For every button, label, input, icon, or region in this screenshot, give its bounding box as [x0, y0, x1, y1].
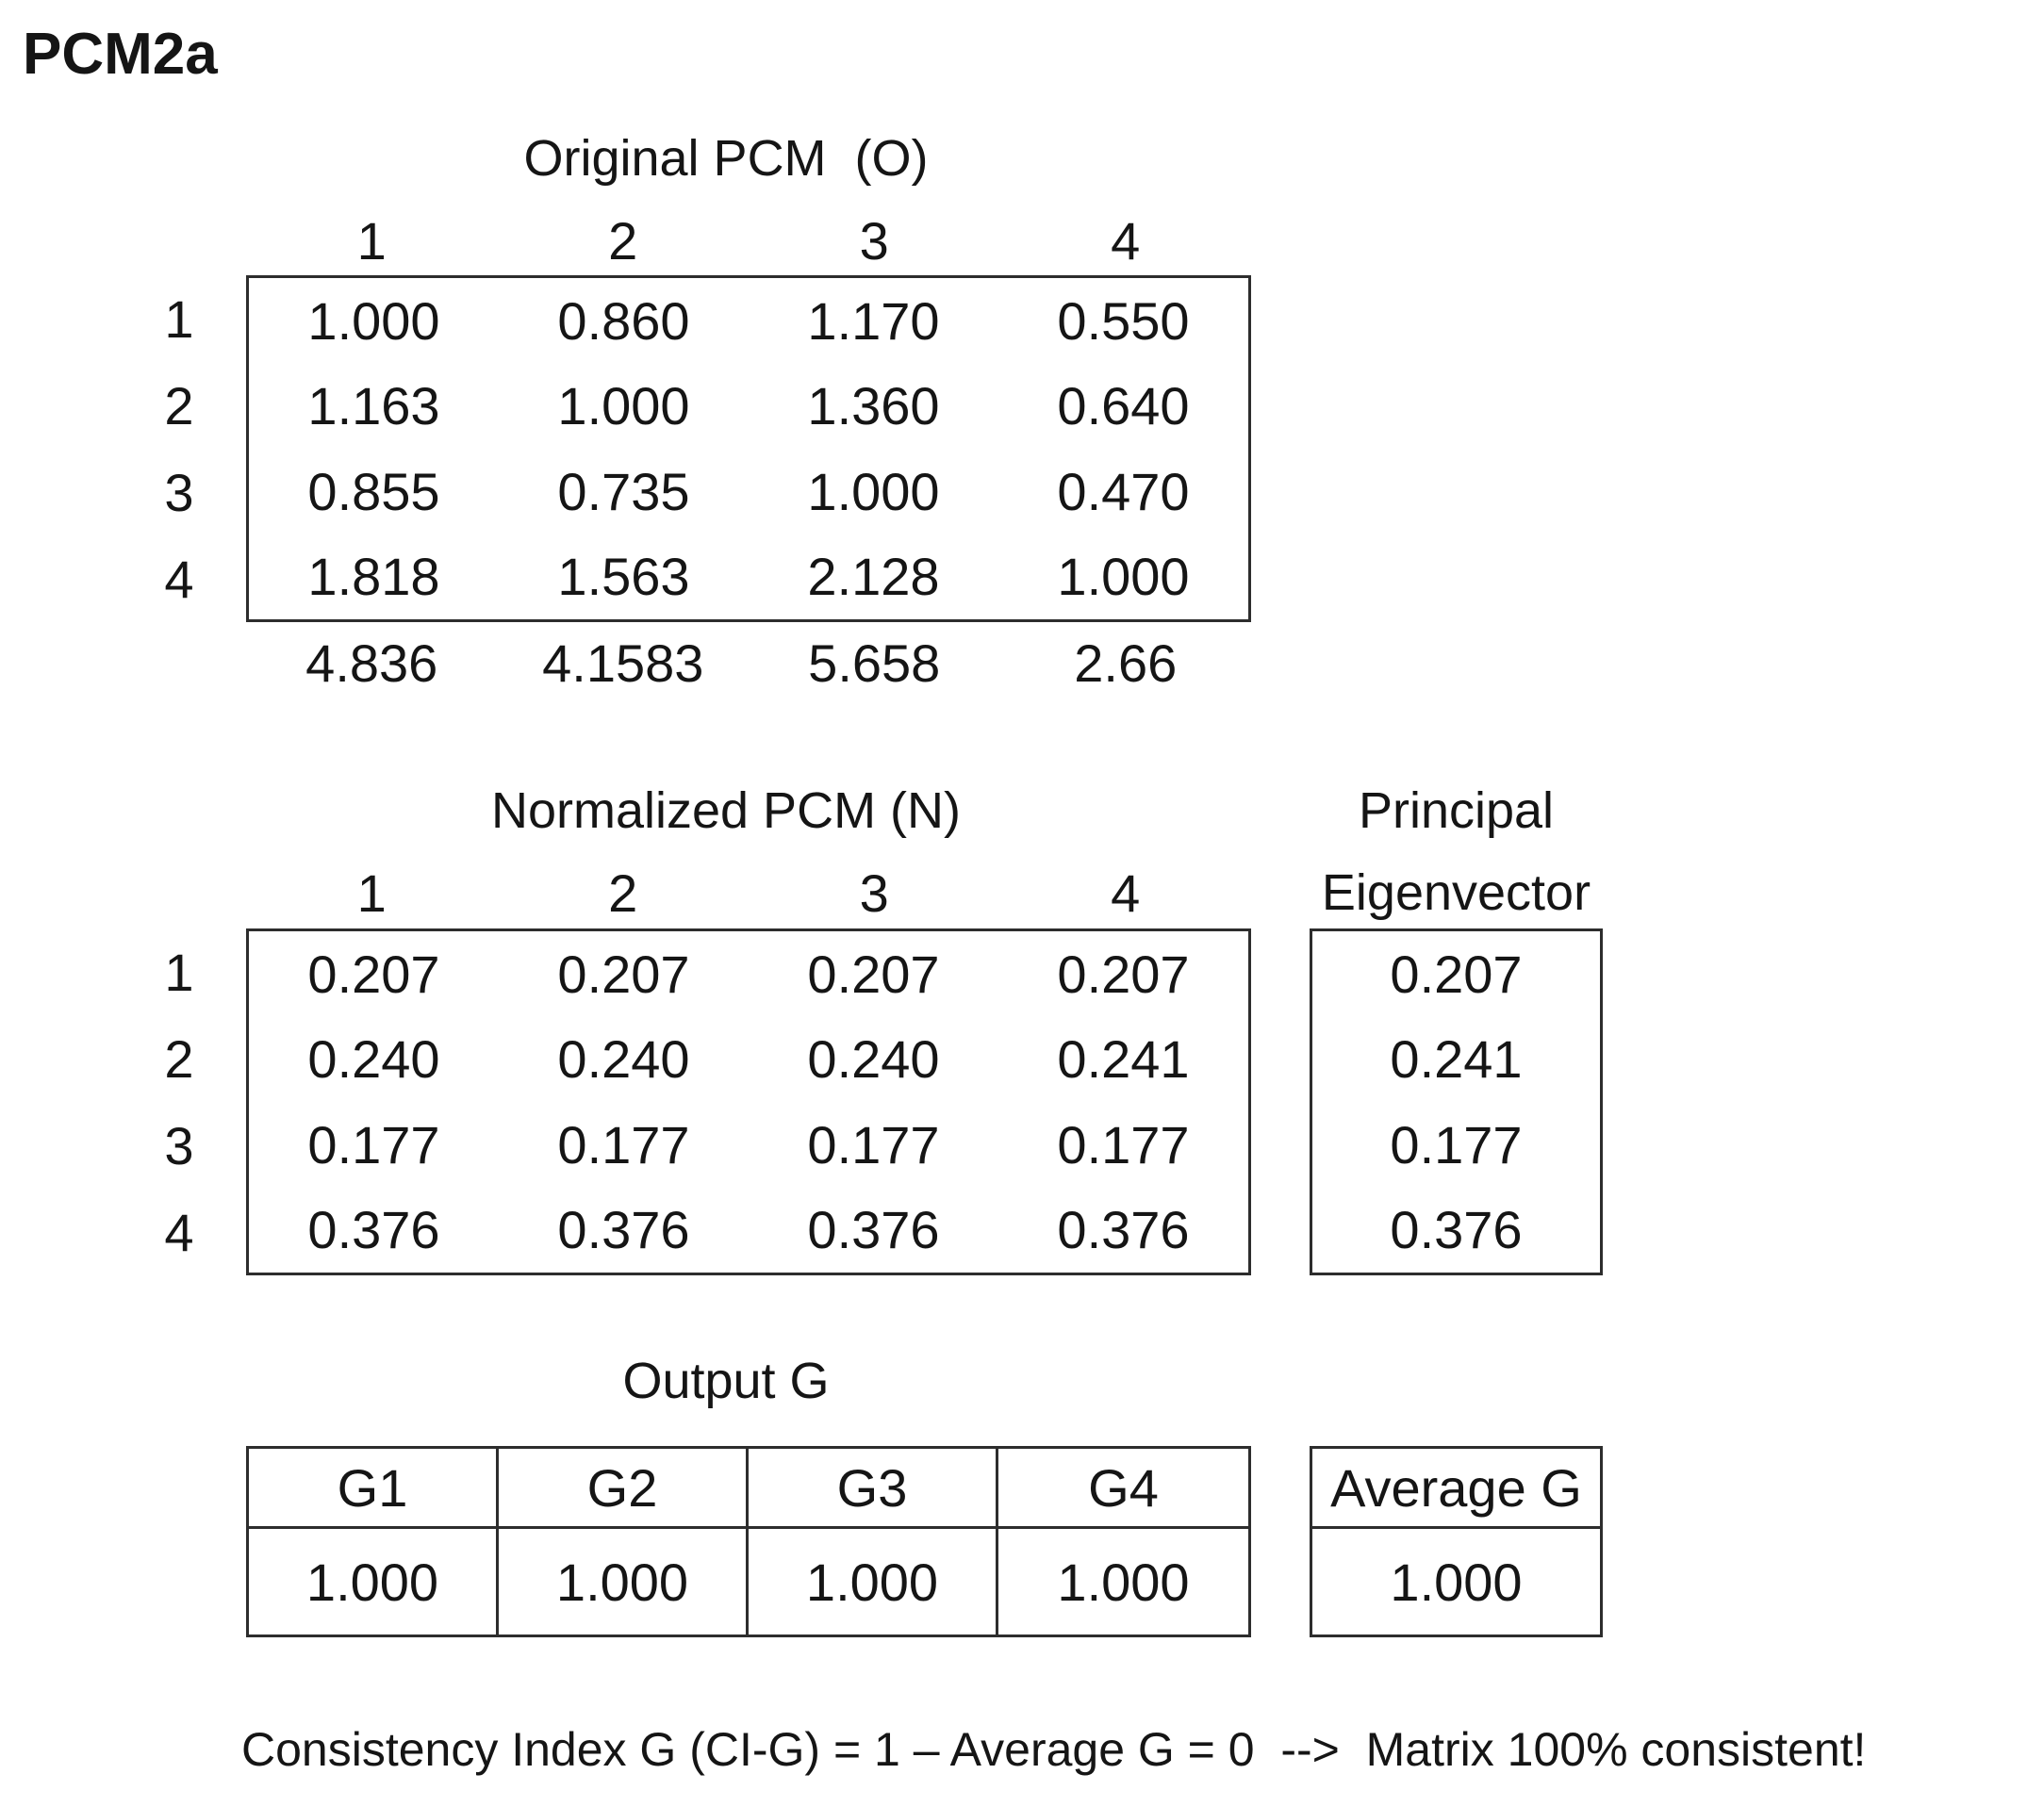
- eigenvector-value: 0.241: [1390, 1029, 1523, 1090]
- original-pcm-heading: Original PCM (O): [523, 130, 929, 187]
- matrix-cell: 2.128: [807, 547, 940, 607]
- principal-eigenvector-heading-line2: Eigenvector: [1321, 864, 1591, 921]
- row-header: 3: [164, 462, 194, 522]
- matrix-cell: 0.177: [807, 1114, 940, 1175]
- matrix-cell: 0.207: [307, 944, 440, 1004]
- matrix-cell: 0.207: [807, 944, 940, 1004]
- original-pcm-row-headers: 1 2 3 4: [132, 275, 226, 622]
- row-header: 4: [164, 1202, 194, 1262]
- average-g-header: Average G: [1312, 1449, 1600, 1529]
- matrix-cell: 0.207: [1057, 944, 1190, 1004]
- original-pcm-matrix: 1.000 0.860 1.170 0.550 1.163 1.000 1.36…: [246, 275, 1251, 622]
- column-header: 3: [859, 210, 889, 271]
- matrix-cell: 0.241: [1057, 1029, 1190, 1090]
- column-header: 1: [356, 210, 387, 271]
- column-header: G3: [749, 1449, 998, 1529]
- table-cell: 1.000: [1057, 1552, 1190, 1612]
- matrix-cell: 1.360: [807, 376, 940, 436]
- column-header: 4: [1111, 210, 1141, 271]
- normalized-pcm-matrix: 0.207 0.207 0.207 0.207 0.240 0.240 0.24…: [246, 928, 1251, 1275]
- column-sum: 4.836: [305, 632, 438, 693]
- eigenvector-value: 0.207: [1390, 944, 1523, 1004]
- consistency-index-note: Consistency Index G (CI-G) = 1 – Average…: [241, 1723, 1867, 1776]
- matrix-cell: 0.735: [557, 461, 690, 521]
- original-pcm-column-headers: 1 2 3 4: [246, 209, 1251, 271]
- column-sum: 2.66: [1074, 632, 1178, 693]
- column-header: G4: [998, 1449, 1248, 1529]
- column-header: G1: [249, 1449, 499, 1529]
- matrix-cell: 0.240: [557, 1029, 690, 1090]
- normalized-pcm-row-headers: 1 2 3 4: [132, 928, 226, 1275]
- matrix-cell: 0.376: [1057, 1200, 1190, 1260]
- principal-eigenvector-box: 0.207 0.241 0.177 0.376: [1310, 928, 1603, 1275]
- table-cell: 1.000: [749, 1529, 998, 1635]
- matrix-cell: 0.207: [557, 944, 690, 1004]
- column-sum: 5.658: [808, 632, 941, 693]
- column-header: 2: [608, 862, 638, 923]
- row-header: 3: [164, 1115, 194, 1175]
- row-header: 4: [164, 549, 194, 609]
- column-sum: 4.1583: [542, 632, 704, 693]
- normalized-pcm-column-headers: 1 2 3 4: [246, 862, 1251, 924]
- matrix-cell: 0.376: [807, 1200, 940, 1260]
- matrix-cell: 0.550: [1057, 290, 1190, 351]
- matrix-cell: 0.855: [307, 461, 440, 521]
- matrix-cell: 0.177: [1057, 1114, 1190, 1175]
- eigenvector-value: 0.177: [1390, 1114, 1523, 1175]
- page-title: PCM2a: [23, 22, 218, 87]
- matrix-cell: 1.163: [307, 376, 440, 436]
- matrix-cell: 0.376: [307, 1200, 440, 1260]
- table-cell: 1.000: [249, 1529, 499, 1635]
- matrix-cell: 0.240: [307, 1029, 440, 1090]
- matrix-cell: 0.376: [557, 1200, 690, 1260]
- row-header: 1: [164, 942, 194, 1002]
- matrix-cell: 1.170: [807, 290, 940, 351]
- matrix-cell: 1.000: [1057, 547, 1190, 607]
- principal-eigenvector-heading-line1: Principal: [1358, 782, 1555, 839]
- average-g-table: Average G 1.000: [1310, 1446, 1603, 1637]
- average-g-value: 1.000: [1390, 1552, 1523, 1612]
- matrix-cell: 1.000: [557, 376, 690, 436]
- column-header: 3: [859, 862, 889, 923]
- column-header: 2: [608, 210, 638, 271]
- matrix-cell: 0.240: [807, 1029, 940, 1090]
- matrix-cell: 1.000: [807, 461, 940, 521]
- matrix-cell: 0.860: [557, 290, 690, 351]
- output-g-heading: Output G: [622, 1353, 830, 1409]
- eigenvector-value: 0.376: [1390, 1200, 1523, 1260]
- column-header: 4: [1111, 862, 1141, 923]
- normalized-pcm-heading: Normalized PCM (N): [490, 782, 962, 839]
- column-header: G2: [499, 1449, 749, 1529]
- matrix-cell: 1.000: [307, 290, 440, 351]
- matrix-cell: 0.640: [1057, 376, 1190, 436]
- matrix-cell: 0.470: [1057, 461, 1190, 521]
- output-g-table: G1 G2 G3 G4 1.000 1.000 1.000 1.000: [246, 1446, 1251, 1637]
- column-header: 1: [356, 862, 387, 923]
- matrix-cell: 1.563: [557, 547, 690, 607]
- matrix-cell: 0.177: [557, 1114, 690, 1175]
- table-cell: 1.000: [499, 1529, 749, 1635]
- row-header: 1: [164, 288, 194, 349]
- row-header: 2: [164, 1028, 194, 1089]
- row-header: 2: [164, 375, 194, 435]
- matrix-cell: 1.818: [307, 547, 440, 607]
- matrix-cell: 0.177: [307, 1114, 440, 1175]
- original-pcm-column-sums: 4.836 4.1583 5.658 2.66: [246, 630, 1251, 696]
